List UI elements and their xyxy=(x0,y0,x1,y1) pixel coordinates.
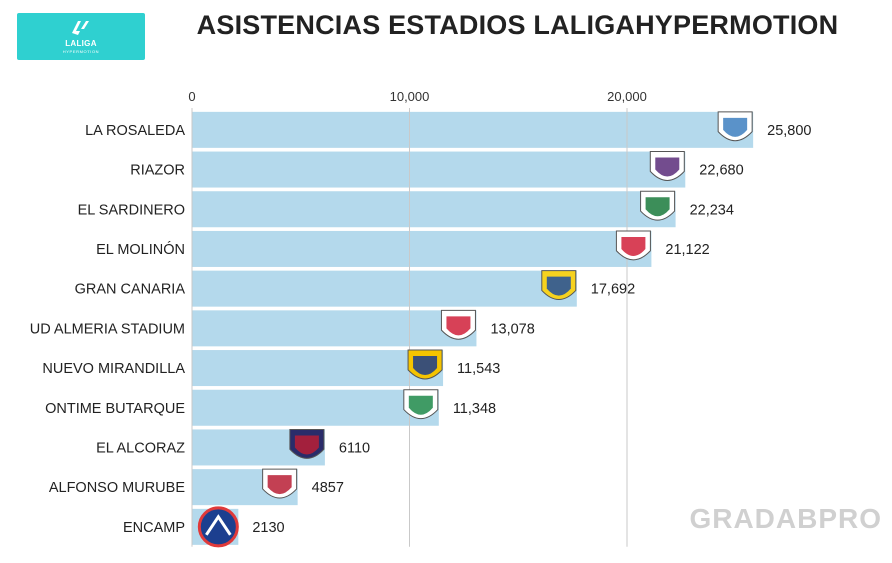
almeria-badge-icon xyxy=(440,309,476,340)
gridlines: 0 10,000 20,000 xyxy=(188,89,647,547)
value-label: 13,078 xyxy=(490,321,534,337)
x-tick-label: 10,000 xyxy=(390,89,430,104)
badge-emblem xyxy=(655,157,680,177)
badge-emblem xyxy=(621,236,646,256)
category-label: ENCAMP xyxy=(123,520,185,536)
category-label: EL ALCORAZ xyxy=(96,440,185,456)
bar xyxy=(192,350,444,387)
value-label: 11,348 xyxy=(453,401,496,417)
badge-shape xyxy=(197,506,239,548)
badge-emblem xyxy=(294,435,319,455)
badge-emblem xyxy=(267,475,292,495)
category-label: RIAZOR xyxy=(130,163,185,179)
bar xyxy=(192,270,577,307)
badge-emblem xyxy=(546,276,571,296)
value-labels: 25,800 22,680 22,234 21,122 17,692 13,078 11,5… xyxy=(252,123,811,536)
bar xyxy=(192,191,676,228)
bars-group xyxy=(192,111,754,545)
sporting-badge-icon xyxy=(615,230,651,261)
badge-emblem xyxy=(446,316,471,336)
racing-badge-icon xyxy=(640,190,676,221)
badge-emblem xyxy=(408,395,433,415)
badge-emblem xyxy=(413,356,438,376)
watermark: GRADABPRO xyxy=(689,503,882,534)
value-label: 22,234 xyxy=(690,202,734,218)
bar xyxy=(192,111,754,148)
category-label: ALFONSO MURUBE xyxy=(49,480,185,496)
chart-title: ASISTENCIAS ESTADIOS LALIGAHYPERMOTION xyxy=(196,10,839,40)
value-label: 21,122 xyxy=(665,242,709,258)
value-label: 11,543 xyxy=(457,361,500,377)
bar xyxy=(192,389,439,426)
value-label: 2130 xyxy=(252,520,284,536)
category-label: GRAN CANARIA xyxy=(75,282,186,298)
category-label: EL MOLINÓN xyxy=(96,241,185,258)
logo-text: LALIGA xyxy=(65,39,97,48)
value-label: 22,680 xyxy=(699,163,743,179)
ceuta-badge-icon xyxy=(262,468,298,499)
category-label: NUEVO MIRANDILLA xyxy=(42,361,185,377)
x-tick-label: 0 xyxy=(188,89,195,104)
logo-subtext: HYPERMOTION xyxy=(62,49,100,54)
value-label: 6110 xyxy=(339,440,370,456)
badge-emblem xyxy=(723,117,748,137)
value-label: 17,692 xyxy=(591,282,635,298)
andorra-badge-icon xyxy=(197,506,239,548)
deportivo-badge-icon xyxy=(649,151,685,181)
category-label: ONTIME BUTARQUE xyxy=(45,401,185,417)
huesca-badge-icon xyxy=(289,428,325,459)
badge-emblem xyxy=(645,197,670,217)
category-labels: LA ROSALEDA RIAZOR EL SARDINERO EL MOLINÓN G… xyxy=(30,123,186,536)
bar xyxy=(192,151,686,188)
value-label: 4857 xyxy=(312,480,344,496)
leganes-badge-icon xyxy=(403,389,439,420)
bar xyxy=(192,310,477,347)
club-badges xyxy=(197,111,753,548)
badge-emblem xyxy=(205,514,232,536)
cadiz-badge-icon xyxy=(407,349,443,380)
x-tick-label: 20,000 xyxy=(607,89,647,104)
las-palmas-badge-icon xyxy=(541,270,577,301)
laliga-logo: LALIGA HYPERMOTION xyxy=(17,13,145,60)
malaga-badge-icon xyxy=(717,111,753,142)
category-label: LA ROSALEDA xyxy=(85,123,185,139)
laliga-mark-icon xyxy=(72,21,89,35)
value-label: 25,800 xyxy=(767,123,811,139)
category-label: EL SARDINERO xyxy=(78,202,185,218)
bar xyxy=(192,230,652,267)
category-label: UD ALMERIA STADIUM xyxy=(30,321,185,337)
